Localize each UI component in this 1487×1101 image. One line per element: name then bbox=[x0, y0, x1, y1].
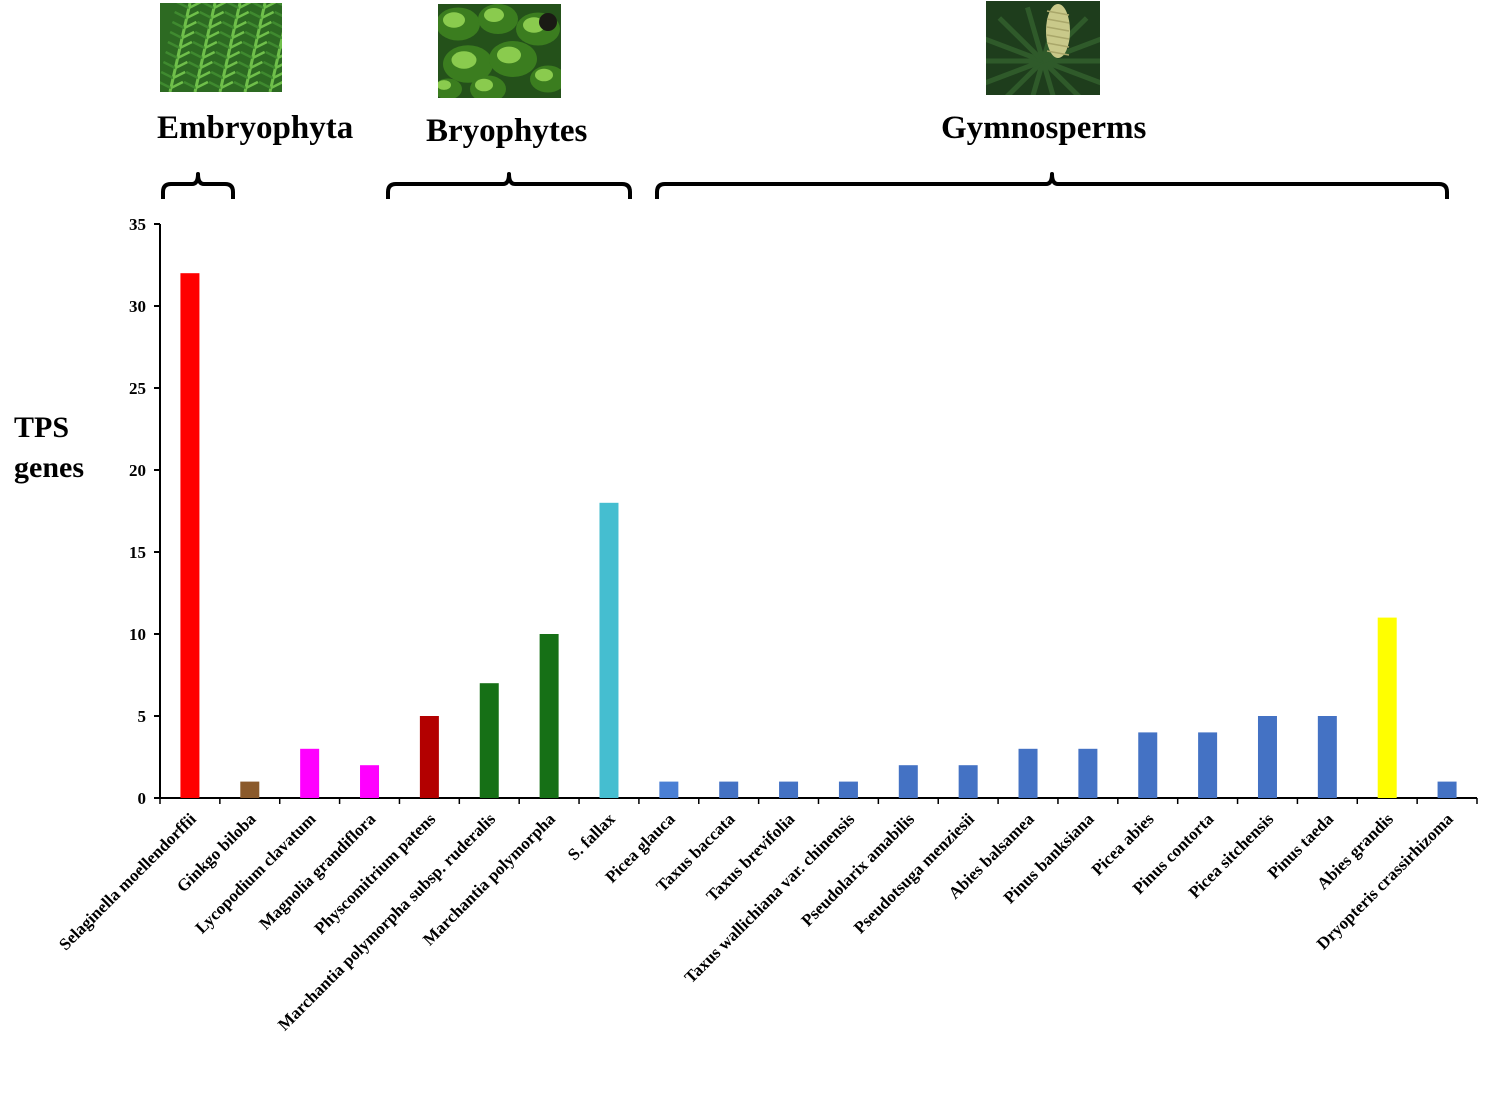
group-bracket-2 bbox=[386, 172, 632, 199]
y-tick-label: 25 bbox=[129, 379, 146, 398]
bar-pinus-taeda bbox=[1317, 716, 1337, 798]
group-label-bryophytes: Bryophytes bbox=[426, 113, 588, 149]
y-tick-label: 15 bbox=[129, 543, 146, 562]
bar-picea-glauca bbox=[659, 781, 679, 798]
bar-taxus-wallichiana-var-chinensis bbox=[838, 781, 858, 798]
bar-pinus-banksiana bbox=[1078, 748, 1098, 798]
liverwort-photo-icon bbox=[438, 4, 561, 98]
bar-taxus-brevifolia bbox=[779, 781, 799, 798]
bar-s-fallax bbox=[599, 502, 619, 798]
chart-axes bbox=[154, 223, 1478, 804]
x-tick-label: Pseudotsuga menziesii bbox=[850, 809, 978, 937]
y-tick-labels: 0 5 10 15 20 25 30 35 bbox=[129, 215, 146, 808]
bar-selaginella-moellendorffii bbox=[180, 273, 200, 798]
x-tick-label: Magnolia grandiflora bbox=[255, 809, 379, 933]
bar-physcomitrium-patens bbox=[419, 716, 439, 798]
bar-ginkgo-biloba bbox=[240, 781, 260, 798]
y-tick-label: 0 bbox=[138, 789, 147, 808]
conifer-cone-photo bbox=[986, 1, 1100, 95]
group-bracket-1 bbox=[161, 172, 235, 199]
y-tick-label: 5 bbox=[138, 707, 147, 726]
y-tick-label: 20 bbox=[129, 461, 146, 480]
bar-dryopteris-crassirhizoma bbox=[1437, 781, 1457, 798]
chart-bars bbox=[180, 273, 1457, 798]
group-label-embryophyta: Embryophyta bbox=[157, 110, 354, 146]
y-tick-label: 35 bbox=[129, 215, 146, 234]
bar-marchantia-polymorpha bbox=[539, 634, 559, 798]
bar-marchantia-polymorpha-subsp-ruderalis bbox=[479, 683, 499, 798]
bar-pseudotsuga-menziesii bbox=[958, 765, 978, 798]
x-tick-label: Pseudolarix amabilis bbox=[797, 809, 918, 930]
y-tick-label: 10 bbox=[129, 625, 146, 644]
fern-frond-photo bbox=[160, 3, 282, 92]
bar-abies-balsamea bbox=[1018, 748, 1038, 798]
bar-picea-sitchensis bbox=[1257, 716, 1277, 798]
bar-lycopodium-clavatum bbox=[300, 748, 320, 798]
group-bracket-3 bbox=[655, 172, 1449, 199]
group-brackets bbox=[161, 172, 1449, 199]
y-tick-label: 30 bbox=[129, 297, 146, 316]
liverwort-photo bbox=[438, 4, 561, 98]
x-tick-label: Marchantia polymorpha subsp. ruderalis bbox=[274, 809, 499, 1034]
group-label-gymnosperms: Gymnosperms bbox=[941, 110, 1147, 146]
x-tick-label: S. fallax bbox=[564, 809, 619, 864]
y-axis-label: TPS genes bbox=[14, 411, 84, 484]
conifer-cone-photo-icon bbox=[986, 1, 1100, 95]
bar-taxus-baccata bbox=[719, 781, 739, 798]
bar-pseudolarix-amabilis bbox=[898, 765, 918, 798]
fern-frond-photo-icon bbox=[160, 3, 282, 92]
x-tick-label: Lycopodium clavatum bbox=[192, 809, 320, 937]
bar-pinus-contorta bbox=[1198, 732, 1218, 798]
bar-abies-grandis bbox=[1377, 617, 1397, 798]
bar-picea-abies bbox=[1138, 732, 1158, 798]
bar-magnolia-grandiflora bbox=[360, 765, 380, 798]
